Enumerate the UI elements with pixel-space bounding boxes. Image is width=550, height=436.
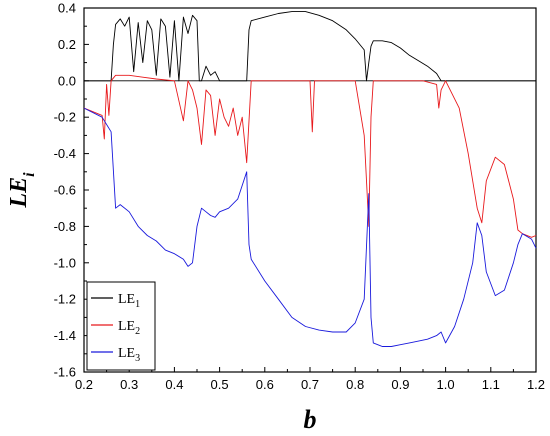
y-tick-label: -0.4	[54, 146, 76, 161]
y-tick-label: -0.6	[54, 183, 76, 198]
series-line-le2	[83, 74, 537, 238]
y-tick-label: 0.2	[58, 37, 76, 52]
y-axis-title-main: LE	[6, 177, 32, 209]
y-tick-label: -0.2	[54, 110, 76, 125]
x-tick-label: 1.1	[482, 377, 500, 392]
x-tick-label: 1.0	[437, 377, 455, 392]
x-axis-title: b	[304, 405, 317, 434]
legend-box	[86, 281, 156, 371]
x-tick-label: 0.3	[120, 377, 138, 392]
y-axis-title: LEi	[6, 172, 38, 209]
x-tick-label: 1.2	[527, 377, 545, 392]
y-tick-label: -1.0	[54, 255, 76, 270]
y-tick-label: -0.8	[54, 219, 76, 234]
x-tick-label: 0.2	[75, 377, 93, 392]
x-tick-label: 0.8	[346, 377, 364, 392]
legend-label: LE1	[118, 292, 140, 310]
y-tick-label: -1.2	[54, 292, 76, 307]
y-tick-label: 0.0	[58, 73, 76, 88]
x-tick-label: 0.7	[301, 377, 319, 392]
y-axis: 0.4 0.2 0.0 -0.2 -0.4 -0.6 -0.8 -1.0 -1.2 -1.4 -1.…	[54, 1, 89, 380]
legend-label: LE2	[118, 319, 140, 337]
series-layer	[83, 11, 537, 347]
y-tick-label: -1.4	[54, 328, 76, 343]
series-line-le1	[84, 11, 536, 82]
y-tick-label: -1.6	[54, 365, 76, 380]
x-tick-label: 0.9	[391, 377, 409, 392]
x-axis: 0.2 0.3 0.4 0.5 0.6 0.7 0.8 0.9 1.0 1.1 1.2	[75, 367, 545, 392]
y-tick-label: 0.4	[58, 1, 76, 16]
series-line-le3	[83, 107, 537, 347]
legend: LE1 LE2 LE3	[86, 281, 156, 371]
x-tick-label: 0.6	[256, 377, 274, 392]
legend-label: LE3	[118, 346, 140, 364]
x-tick-label: 0.4	[165, 377, 183, 392]
x-tick-label: 0.5	[211, 377, 229, 392]
y-axis-title-subscript: i	[21, 172, 38, 177]
